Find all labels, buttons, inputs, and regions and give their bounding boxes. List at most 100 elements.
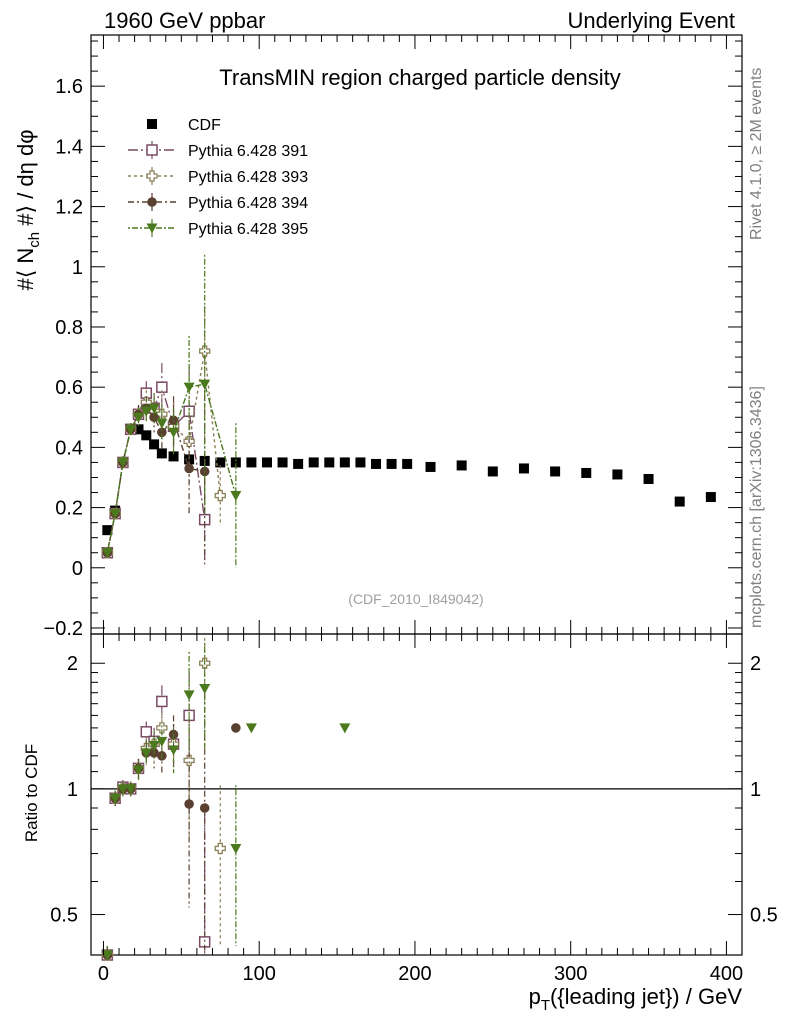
data-point-p395 [133, 765, 145, 776]
legend-marker-p391 [146, 144, 158, 156]
main-chart-title: TransMIN region charged particle density [219, 65, 620, 90]
data-point-cdf [487, 466, 498, 477]
data-point-p395 [183, 690, 195, 701]
x-tick-label: 300 [554, 963, 587, 985]
legend-label-cdf: CDF [188, 117, 221, 134]
data-point-cdf [550, 466, 561, 477]
data-point-p394 [157, 427, 167, 438]
data-point-p395 [199, 683, 211, 694]
legend-marker-cdf [147, 119, 157, 129]
legend-marker-p393 [146, 170, 158, 182]
data-point-p395 [156, 736, 168, 747]
ratio-y-tick-label: 2 [67, 653, 78, 675]
data-point-p395 [109, 509, 121, 520]
watermark: (CDF_2010_I849042) [348, 591, 483, 607]
data-point-p395 [101, 548, 113, 559]
data-point-cdf [277, 457, 288, 468]
side-text-top: Rivet 4.1.0, ≥ 2M events [748, 68, 765, 240]
data-point-cdf [184, 454, 195, 465]
data-point-cdf [133, 424, 144, 435]
data-point-p395 [156, 418, 168, 429]
series-p395 [101, 254, 242, 568]
legend-label-p393: Pythia 6.428 393 [188, 169, 308, 186]
data-point-cdf [308, 457, 319, 468]
data-point-cdf [293, 458, 304, 469]
data-point-cdf [102, 525, 113, 536]
x-tick-label: 0 [98, 963, 109, 985]
data-point-cdf [425, 461, 436, 472]
data-point-p395 [101, 950, 113, 961]
ratio-y-label: Ratio to CDF [22, 744, 41, 842]
legend-marker-p395 [146, 223, 158, 234]
data-point-cdf [456, 460, 467, 471]
data-point-cdf [371, 458, 382, 469]
ratio-y-tick-label: 0.5 [50, 905, 78, 927]
x-axis-ticks: 0 100 200 300 400 [98, 35, 743, 985]
data-point-cdf [643, 473, 654, 484]
main-y-tick-label: 1.2 [55, 197, 83, 219]
data-point-cdf [246, 457, 257, 468]
legend: CDF Pythia 6.428 391 Pythia 6.428 393 Pythi… [128, 117, 308, 238]
ratio-y-ticks: 0.5 0.5 1 1 2 2 [50, 653, 778, 926]
data-point-p395 [183, 382, 195, 393]
main-y-tick-label: 1 [72, 257, 83, 279]
legend-label-p395: Pythia 6.428 395 [188, 221, 308, 238]
data-point-p394 [184, 799, 194, 809]
data-point-p393 [214, 842, 226, 855]
data-point-p395 [140, 406, 152, 417]
data-point-p393 [183, 754, 195, 767]
data-point-cdf [355, 457, 366, 468]
data-point-cdf [324, 457, 335, 468]
data-point-p395 [109, 793, 121, 804]
data-point-cdf [386, 458, 397, 469]
data-point-cdf [156, 448, 167, 459]
data-point-p394 [184, 463, 194, 474]
side-text-bottom: mcplots.cern.ch [arXiv:1306.3436] [748, 386, 765, 628]
x-tick-label: 400 [710, 963, 743, 985]
data-point-p395 [140, 748, 152, 759]
legend-label-p394: Pythia 6.428 394 [188, 195, 308, 212]
series-line-p394 [106, 407, 205, 553]
data-point-cdf [215, 457, 226, 468]
series-p395 [101, 642, 351, 961]
data-point-p395 [230, 491, 242, 502]
data-point-p394 [199, 803, 210, 813]
main-y-ticks: −0.2 0 0.2 0.4 0.6 0.8 1 1.2 1.4 1.6 [44, 40, 742, 640]
ratio-y-tick-label-right: 2 [750, 653, 761, 675]
main-y-tick-label: 0.4 [55, 437, 83, 459]
data-point-p395 [245, 723, 257, 734]
data-point-p395 [117, 784, 129, 795]
series-p391 [101, 363, 211, 568]
data-point-p395 [230, 843, 242, 854]
data-point-cdf [612, 469, 623, 480]
header-left: 1960 GeV ppbar [104, 8, 265, 33]
data-point-cdf [581, 467, 592, 478]
data-point-p393 [156, 722, 168, 734]
main-y-tick-label: −0.2 [44, 618, 83, 640]
data-point-p395 [199, 379, 211, 390]
data-point-p395 [125, 424, 137, 435]
main-y-label: #⟨ Nch #⟩ / dη dφ [13, 129, 43, 290]
data-point-p395 [148, 741, 160, 752]
ratio-y-tick-label-right: 1 [750, 779, 761, 801]
main-y-tick-label: 0 [72, 558, 83, 580]
series-line-p395 [106, 383, 237, 553]
data-point-p395 [133, 412, 145, 423]
data-point-cdf [705, 492, 716, 503]
data-point-p395 [148, 403, 160, 414]
data-point-cdf [402, 458, 413, 469]
data-point-cdf [674, 496, 685, 507]
data-point-p395 [117, 457, 129, 468]
main-y-tick-label: 0.2 [55, 498, 83, 520]
ratio-series-layer [101, 637, 351, 961]
x-axis-label: pT({leading jet}) / GeV [529, 984, 743, 1014]
main-y-tick-label: 0.6 [55, 377, 83, 399]
x-tick-label: 200 [398, 963, 431, 985]
data-point-p391 [140, 726, 153, 738]
legend-marker-p394 [147, 197, 157, 207]
data-point-cdf [339, 457, 350, 468]
main-series-layer [101, 254, 716, 568]
series-p391 [101, 672, 211, 961]
data-point-p391 [156, 695, 168, 708]
